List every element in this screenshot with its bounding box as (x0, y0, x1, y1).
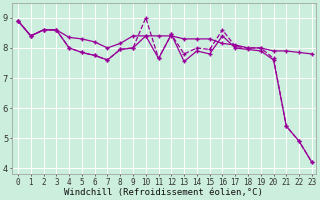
X-axis label: Windchill (Refroidissement éolien,°C): Windchill (Refroidissement éolien,°C) (64, 188, 263, 197)
